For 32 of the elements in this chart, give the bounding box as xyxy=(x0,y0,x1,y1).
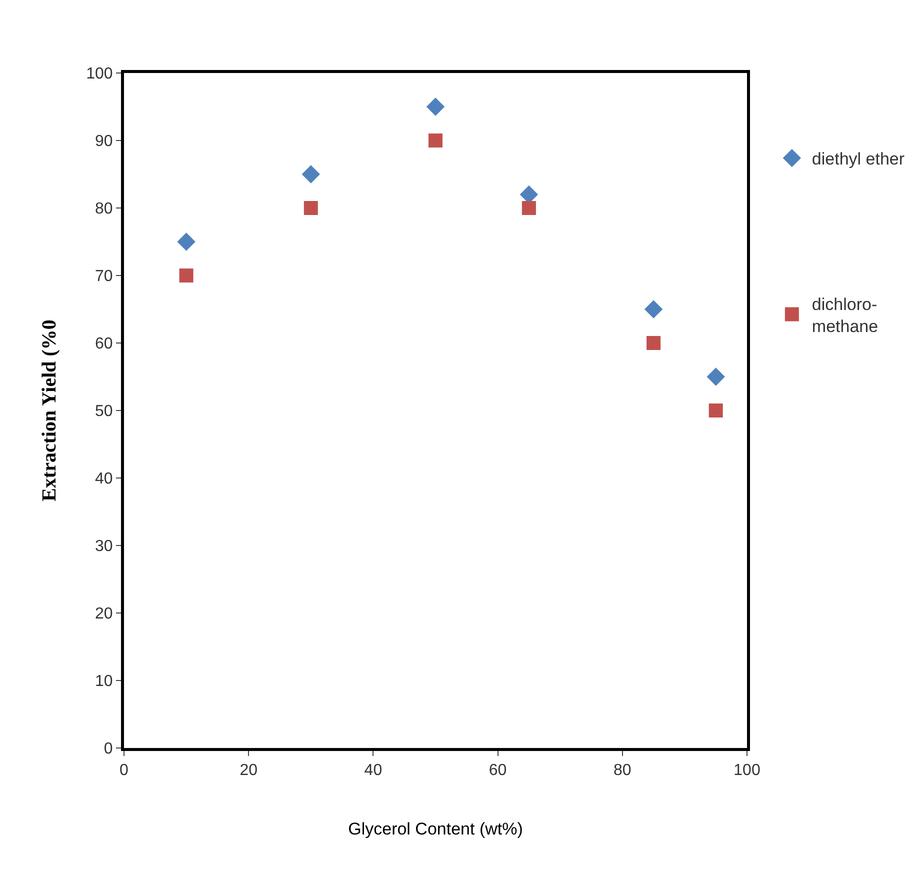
y-tick-label: 40 xyxy=(95,470,113,488)
legend-label: diethyl ether xyxy=(812,150,905,169)
point xyxy=(179,268,194,282)
point xyxy=(302,165,320,184)
y-tick-label: 30 xyxy=(95,538,113,556)
y-tick-label: 90 xyxy=(95,133,113,150)
x-tick-label: 100 xyxy=(734,762,760,780)
x-axis-title: Glycerol Content (wt%) xyxy=(348,820,523,839)
point xyxy=(177,232,196,251)
y-tick-label: 70 xyxy=(95,268,113,286)
point xyxy=(708,404,723,418)
point xyxy=(426,98,445,116)
x-tick-label: 80 xyxy=(614,762,632,780)
x-tick-label: 0 xyxy=(120,762,129,780)
y-tick-label: 50 xyxy=(95,403,113,420)
y-tick-label: 100 xyxy=(86,66,113,83)
point xyxy=(646,336,661,350)
x-tick-label: 20 xyxy=(240,762,258,780)
y-tick-label: 10 xyxy=(95,673,113,690)
y-axis-title: Extraction Yield (%0 xyxy=(38,320,61,502)
point xyxy=(522,201,536,215)
y-tick-label: 0 xyxy=(104,740,113,758)
x-tick-label: 60 xyxy=(488,762,507,780)
point xyxy=(428,134,442,148)
y-tick-label: 80 xyxy=(95,200,113,218)
y-tick-label: 20 xyxy=(95,606,113,623)
legend-label: dichloro-methane xyxy=(812,294,878,336)
point xyxy=(304,201,318,215)
point xyxy=(706,368,725,386)
point xyxy=(644,300,663,318)
x-tick-label: 40 xyxy=(364,762,382,780)
y-tick-label: 60 xyxy=(95,336,113,353)
